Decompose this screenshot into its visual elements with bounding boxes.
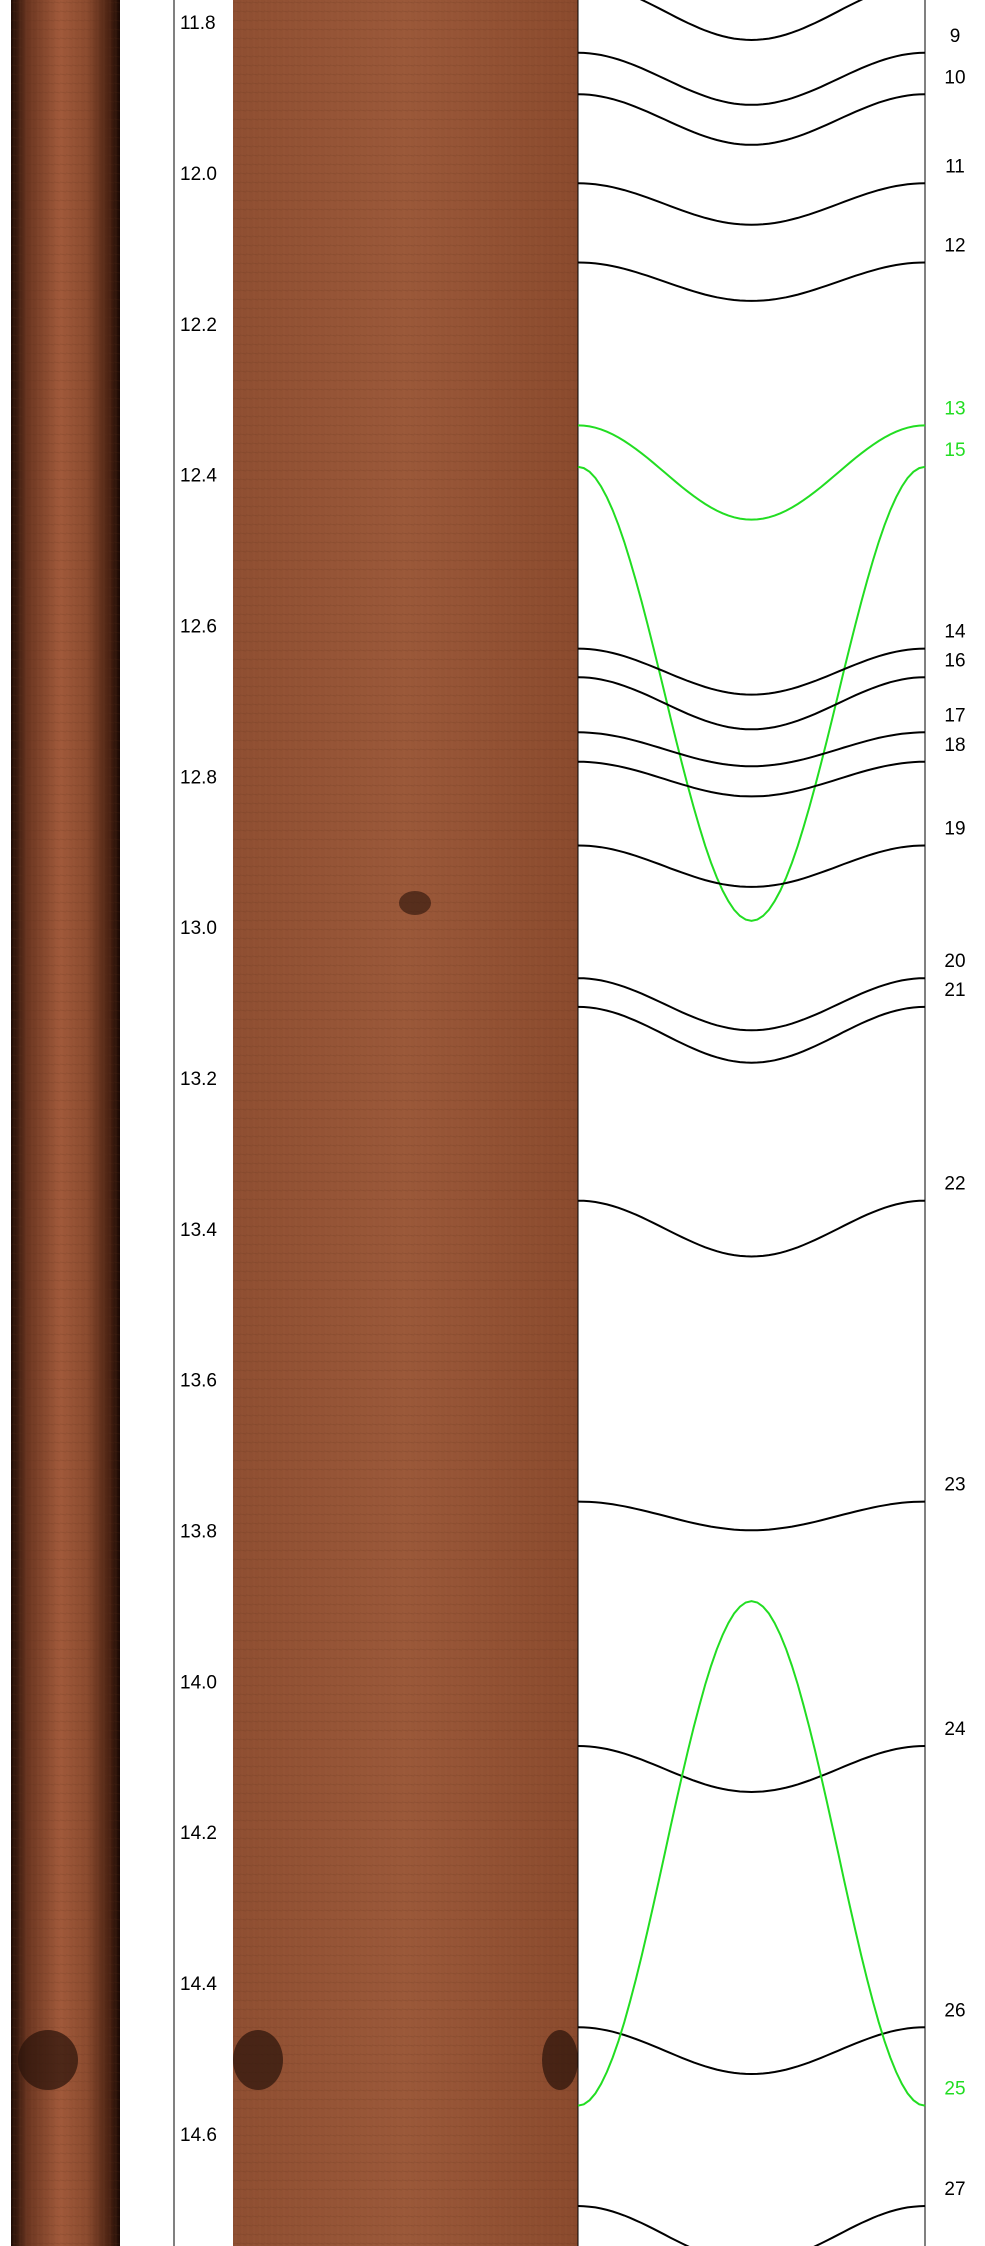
sinusoid (577, 977, 926, 1032)
depth-label: 13.4 (180, 1220, 217, 1241)
pick-label: 11 (945, 156, 965, 177)
depth-label: 13.2 (180, 1069, 217, 1090)
sinusoid (577, 465, 926, 922)
depth-labels: 11.8 12.0 12.2 12.4 12.6 12.8 13.0 13.2 13.4 13.6… (180, 13, 217, 2146)
pick-label: 17 (944, 705, 965, 726)
pick-label: 26 (944, 2000, 965, 2021)
sinusoid (577, 676, 926, 731)
depth-label: 12.6 (180, 617, 217, 638)
depth-label: 14.0 (180, 1672, 217, 1693)
vug (542, 2030, 578, 2090)
vug (18, 2030, 78, 2090)
depth-label: 13.6 (180, 1371, 217, 1392)
texture (11, 0, 120, 2246)
sinusoid (577, 1500, 926, 1532)
vug (399, 891, 431, 915)
depth-label: 11.8 (180, 13, 216, 34)
sinusoid-picks: 9 10 11 12 13 15 14 16 17 18 19 20 21 22 23 24 26 25 27 (577, 0, 966, 2246)
depth-label: 14.6 (180, 2125, 217, 2146)
sinusoid (577, 1745, 926, 1794)
pick-label: 27 (944, 2179, 965, 2200)
sinusoid (639, 0, 864, 42)
depth-label: 12.0 (180, 164, 217, 185)
pick-label: 18 (944, 735, 965, 756)
sinusoid (577, 182, 926, 226)
depth-label: 12.8 (180, 767, 217, 788)
sinusoid (577, 844, 926, 888)
pick-label: 20 (944, 951, 965, 972)
pick-label: 16 (944, 650, 965, 671)
pick-label: 12 (944, 235, 965, 256)
pick-label: 24 (944, 1719, 966, 1740)
depth-label: 14.4 (180, 1974, 217, 1995)
depth-label: 12.4 (180, 466, 217, 487)
pick-label: 23 (944, 1475, 965, 1496)
sinusoid (577, 2026, 926, 2076)
pick-label: 14 (944, 622, 966, 643)
sinusoid (577, 1199, 926, 1258)
depth-label: 12.2 (180, 315, 217, 336)
sinusoid (577, 261, 926, 302)
sinusoid (577, 424, 926, 521)
vug (233, 2030, 283, 2090)
pick-label: 22 (944, 1174, 965, 1195)
sinusoid (577, 51, 926, 106)
depth-label: 13.0 (180, 918, 217, 939)
pick-label: 13 (944, 398, 965, 419)
sinusoid (577, 1600, 926, 2107)
sinusoid (577, 2205, 926, 2246)
pick-label: 15 (944, 440, 965, 461)
sinusoid (577, 647, 926, 696)
sinusoid (577, 1005, 926, 1064)
pick-label: 9 (950, 26, 961, 47)
depth-label: 14.2 (180, 1823, 217, 1844)
sinusoid (577, 760, 926, 798)
pick-label: 10 (944, 67, 965, 88)
depth-label: 13.8 (180, 1522, 217, 1543)
pick-label: 25 (944, 2079, 965, 2100)
pick-label: 19 (944, 818, 965, 839)
sinusoid (577, 93, 926, 146)
sinusoid (577, 731, 926, 768)
texture (233, 0, 578, 2246)
pick-label: 21 (944, 980, 965, 1001)
